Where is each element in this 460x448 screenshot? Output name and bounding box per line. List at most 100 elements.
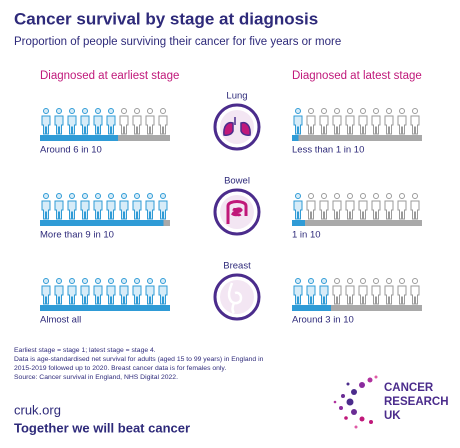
organ-label: Bowel [224,176,250,187]
person-icon [93,278,103,305]
person-head [399,278,405,284]
person-body [80,200,90,220]
person-icon [397,278,407,305]
person-body [306,115,316,135]
person-icon [106,278,116,305]
person-icon [319,193,329,220]
footer-url[interactable]: cruk.org [14,402,61,417]
person-body [41,115,51,135]
person-icon [371,108,381,135]
person-icon [80,193,90,220]
person-icon [384,278,394,305]
logo-mark [333,375,378,429]
person-icon [158,193,168,220]
person-body [93,200,103,220]
person-body [158,285,168,305]
person-head [134,278,140,284]
person-icon [158,108,168,135]
person-head [360,278,366,284]
person-body [132,285,142,305]
person-body [93,285,103,305]
footer-tagline: Together we will beat cancer [14,420,190,435]
person-body [332,285,342,305]
person-body [319,115,329,135]
person-icon [119,108,129,135]
person-head [347,193,353,199]
bar-fill [40,220,164,226]
person-body [119,200,129,220]
person-icon [371,278,381,305]
person-icon [332,108,342,135]
person-head [43,193,49,199]
bowel-shape [226,200,248,224]
person-head [82,108,88,114]
stage-label: 1 in 10 [292,230,321,241]
person-body [306,285,316,305]
organ-label: Lung [226,91,247,102]
person-body [397,200,407,220]
person-body [319,285,329,305]
person-icon [306,108,316,135]
person-icon [358,193,368,220]
person-head [82,193,88,199]
person-head [399,193,405,199]
person-body [41,200,51,220]
stage-label: Less than 1 in 10 [292,145,364,156]
person-icon [54,108,64,135]
person-icon [345,193,355,220]
bar-fill [292,305,331,311]
person-body [106,200,116,220]
person-icon [67,278,77,305]
person-head [56,278,62,284]
person-body [293,285,303,305]
person-icon [54,193,64,220]
person-head [347,108,353,114]
person-body [319,200,329,220]
person-head [373,108,379,114]
rows: Lung Around 6 in 10 Less than 1 in 10 Bowel… [40,91,422,326]
note: Earliest stage = stage 1; latest stage =… [14,347,156,354]
person-body [384,285,394,305]
person-head [56,108,62,114]
person-body [67,285,77,305]
person-body [132,200,142,220]
person-head [412,108,418,114]
person-icon [319,108,329,135]
person-body [106,285,116,305]
person-icon [345,278,355,305]
person-head [334,278,340,284]
stage-label: More than 9 in 10 [40,230,114,241]
person-head [95,193,101,199]
person-head [69,278,75,284]
person-icon [397,108,407,135]
person-head [121,108,127,114]
person-icon [293,278,303,305]
person-icon [306,278,316,305]
stage-label: Around 6 in 10 [40,145,102,156]
person-head [108,278,114,284]
person-head [69,193,75,199]
organ-icon-inner [220,280,254,314]
person-body [119,115,129,135]
person-icon [145,193,155,220]
person-body [145,200,155,220]
person-icon [106,108,116,135]
person-body [132,115,142,135]
person-body [93,115,103,135]
note: Source: Cancer survival in England, NHS … [14,374,178,381]
person-body [106,115,116,135]
person-head [43,108,49,114]
logo-text: RESEARCH [384,396,449,408]
person-body [358,115,368,135]
column-header: Diagnosed at earliest stage [40,70,179,82]
person-icon [384,108,394,135]
person-body [54,200,64,220]
person-body [410,115,420,135]
column-header: Diagnosed at latest stage [292,70,422,82]
person-head [295,193,301,199]
person-body [119,285,129,305]
bar-track [292,220,422,226]
person-head [121,278,127,284]
stage-label: Almost all [40,315,81,326]
